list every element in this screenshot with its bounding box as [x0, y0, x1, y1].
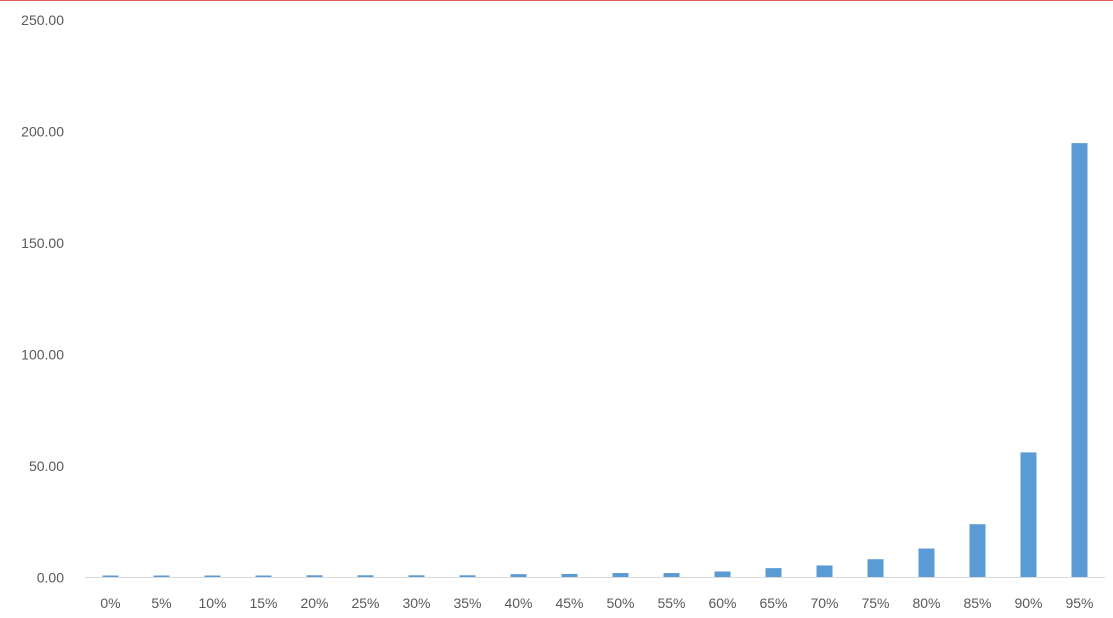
- bar: [408, 575, 425, 578]
- x-tick-label: 50%: [606, 595, 634, 611]
- x-tick-label: 40%: [504, 595, 532, 611]
- x-tick-label: 45%: [555, 595, 583, 611]
- x-tick-label: 0%: [100, 595, 120, 611]
- x-tick-label: 30%: [402, 595, 430, 611]
- bar: [765, 568, 782, 578]
- x-tick-label: 25%: [351, 595, 379, 611]
- x-tick-label: 75%: [861, 595, 889, 611]
- bar: [816, 565, 833, 578]
- bar: [561, 573, 578, 578]
- bar: [1071, 143, 1088, 578]
- y-tick-label: 250.00: [21, 12, 64, 28]
- bar: [357, 575, 374, 578]
- x-tick-label: 60%: [708, 595, 736, 611]
- bar: [306, 575, 323, 578]
- bar: [969, 524, 986, 578]
- bar: [510, 574, 527, 578]
- x-tick-label: 10%: [198, 595, 226, 611]
- x-tick-label: 15%: [249, 595, 277, 611]
- x-tick-label: 80%: [912, 595, 940, 611]
- x-tick-label: 95%: [1065, 595, 1093, 611]
- x-tick-label: 85%: [963, 595, 991, 611]
- x-tick-label: 70%: [810, 595, 838, 611]
- y-tick-label: 150.00: [21, 235, 64, 251]
- bar: [102, 575, 119, 578]
- x-tick-label: 55%: [657, 595, 685, 611]
- top-border: [0, 0, 1113, 1]
- bar: [255, 575, 272, 578]
- bar: [204, 575, 221, 578]
- y-tick-label: 0.00: [37, 570, 64, 586]
- x-tick-label: 65%: [759, 595, 787, 611]
- x-tick-label: 35%: [453, 595, 481, 611]
- bar: [663, 573, 680, 578]
- y-tick-label: 100.00: [21, 347, 64, 363]
- bar: [714, 571, 731, 578]
- bar: [459, 575, 476, 578]
- y-tick-label: 200.00: [21, 124, 64, 140]
- bar: [612, 573, 629, 578]
- x-tick-label: 20%: [300, 595, 328, 611]
- x-tick-label: 90%: [1014, 595, 1042, 611]
- bar: [153, 575, 170, 578]
- y-tick-label: 50.00: [29, 458, 64, 474]
- bar: [867, 559, 884, 578]
- bar: [918, 548, 935, 578]
- x-tick-label: 5%: [151, 595, 171, 611]
- bar: [1020, 452, 1037, 578]
